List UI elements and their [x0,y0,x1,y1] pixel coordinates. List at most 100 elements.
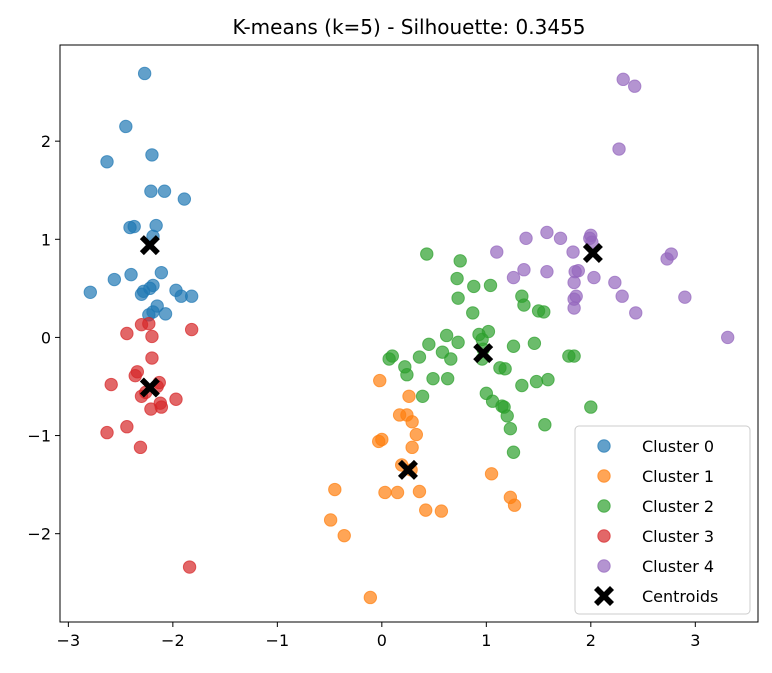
x-tick-label: 1 [481,631,491,650]
cluster-4-point [612,142,626,156]
cluster-2-point [444,352,458,366]
x-tick-label: −1 [266,631,290,650]
cluster-3-point [184,322,199,337]
cluster-2-point [420,247,434,261]
cluster-1-point [378,485,392,500]
cluster-0-point [137,66,152,81]
cluster-2-point [506,445,521,459]
cluster-2-point [506,339,521,353]
legend-label: Cluster 0 [642,437,714,456]
cluster-2-point [529,374,544,389]
cluster-2-point [382,352,396,366]
cluster-2-point [541,372,555,387]
cluster-2-point [527,336,542,351]
cluster-2-point [517,298,531,312]
cluster-1-point [363,590,378,605]
x-tick-label: 3 [690,631,700,650]
cluster-0-point [157,184,172,198]
cluster-1-point [390,485,405,500]
cluster-4-point [567,275,581,290]
cluster-1-point [323,513,338,527]
cluster-2-point [515,378,529,393]
cluster-0-point [100,155,114,169]
cluster-4-point [490,245,504,259]
legend-box [574,425,751,615]
y-tick-label: 0 [41,328,51,347]
cluster-3-point [120,326,134,341]
cluster-3-point [128,369,142,383]
cluster-3-point [145,351,159,365]
cluster-1-point [419,503,433,517]
cluster-3-point [145,329,159,344]
centroids-layer [139,235,603,480]
cluster-4-point [540,264,554,279]
cluster-1-point [507,498,522,512]
y-tick-label: 1 [41,230,51,249]
centroid-marker [397,459,418,480]
cluster-0-point [177,192,192,206]
legend-marker [594,586,614,606]
legend: Cluster 0 Cluster 1 Cluster 2 Cluster 3 Clus… [574,425,751,615]
x-axis: −3 −2 −1 0 1 2 3 [57,622,700,650]
cluster-3-point [142,316,156,331]
chart-title: K-means (k=5) - Silhouette: 0.3455 [232,15,585,39]
cluster-4-point [616,72,630,87]
cluster-3-point [169,392,183,406]
cluster-2-point [440,371,455,386]
cluster-3-point [104,377,118,392]
legend-marker [597,559,611,573]
cluster-1-point [405,415,419,429]
x-tick-label: 0 [377,631,387,650]
x-tick-label: −3 [57,631,81,650]
cluster-2-point [412,350,427,364]
cluster-4-point [628,79,642,93]
cluster-1-point [405,440,419,455]
cluster-0-point [158,307,173,321]
cluster-3-point [133,440,148,455]
cluster-3-point [144,402,158,416]
centroid-marker [582,243,603,264]
cluster-1-point [412,484,427,499]
cluster-0-point [127,219,141,234]
cluster-4-point [587,270,601,285]
cluster-2-point [483,278,498,293]
cluster-1-point [434,504,449,518]
cluster-2-point [451,335,465,350]
x-tick-label: −2 [161,631,185,650]
cluster-2-point [567,349,581,363]
cluster-2-point [415,389,430,403]
legend-label: Centroids [642,587,718,606]
legend-marker [597,529,611,543]
cluster-0-point [107,272,122,287]
y-tick-label: 2 [41,132,51,151]
cluster-1-point [375,432,389,447]
cluster-1-point [337,528,351,543]
plot-frame [59,44,759,623]
legend-label: Cluster 4 [642,557,714,576]
cluster-2-point [422,337,436,351]
cluster-0-point [144,184,158,198]
cluster-2-point [538,418,552,432]
cluster-4-point [566,245,580,259]
cluster-1-point [402,389,416,403]
cluster-1-point [484,467,499,481]
cluster-0-point [184,289,199,303]
cluster-4-point [678,290,692,304]
y-axis: −2 −1 0 1 2 [27,132,60,544]
cluster-2-point [439,328,454,343]
cluster-2-point [400,368,414,382]
cluster-0-point [145,148,159,162]
cluster-4-point [660,252,674,266]
cluster-0-point [124,267,138,282]
cluster-2-point [584,400,598,414]
cluster-2-point [467,279,481,294]
cluster-2-point [426,371,440,386]
legend-marker [597,469,611,483]
cluster-2-point [500,409,514,423]
cluster-4-point [517,263,531,277]
cluster-4-point [567,301,581,315]
cluster-0-point [83,285,98,299]
centroid-marker [139,377,160,398]
legend-label: Cluster 1 [642,467,714,486]
